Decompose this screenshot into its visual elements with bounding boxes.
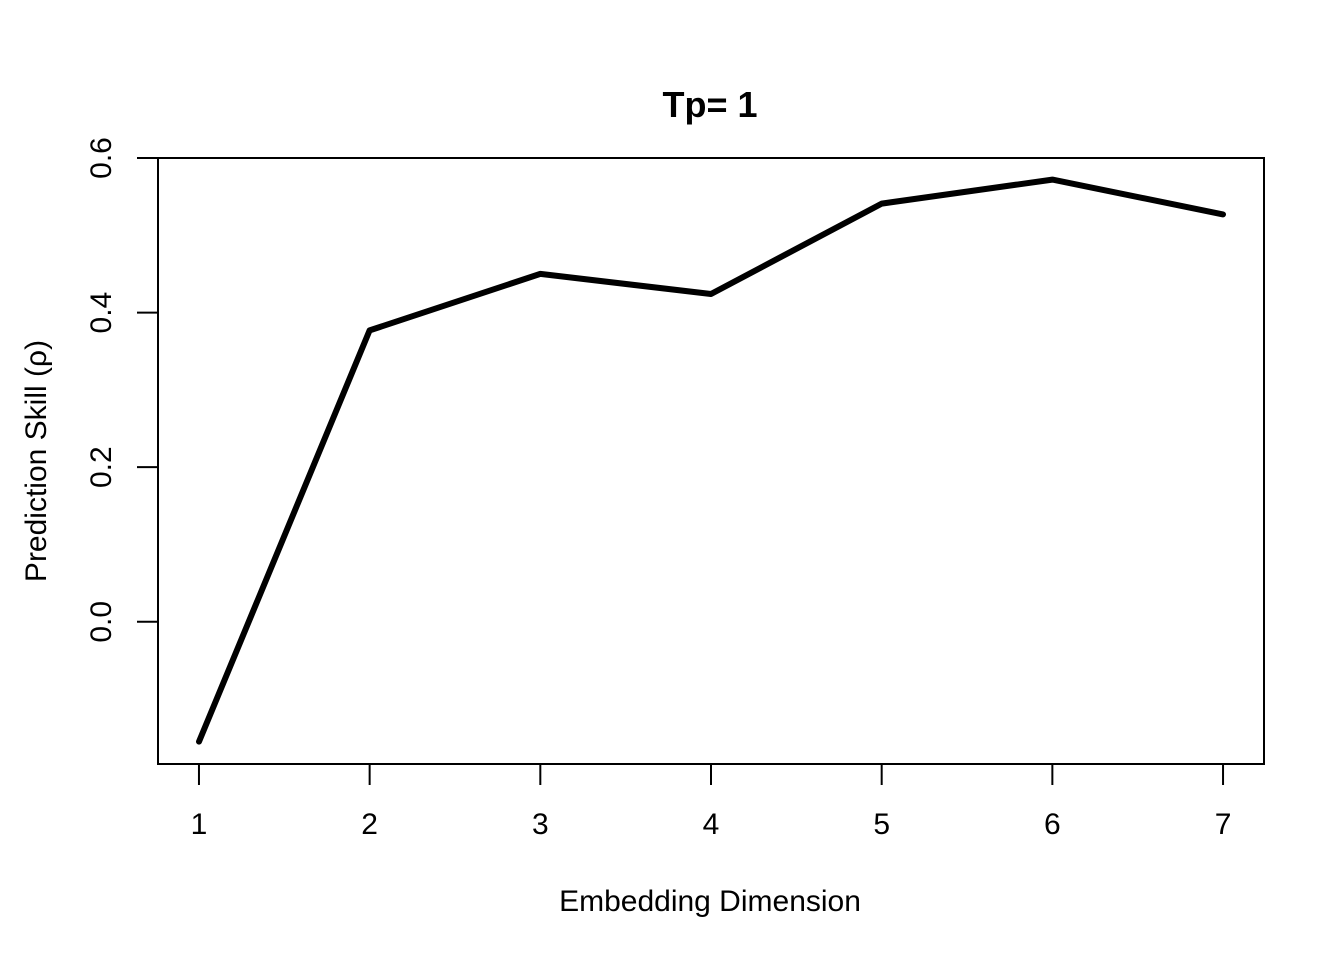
x-tick-label: 2 — [361, 808, 378, 841]
x-tick-label: 3 — [532, 808, 549, 841]
chart-title: Tp= 1 — [662, 84, 757, 125]
x-axis: 1 2 3 4 5 6 7 — [191, 763, 1232, 841]
y-tick-label: 0.2 — [85, 446, 118, 488]
y-tick-label: 0.6 — [85, 137, 118, 179]
series-line — [196, 176, 1226, 745]
y-axis-label: Prediction Skill (ρ) — [20, 340, 53, 582]
x-axis-label: Embedding Dimension — [559, 885, 861, 918]
x-tick-label: 5 — [873, 808, 890, 841]
y-axis: 0.0 0.2 0.4 0.6 — [85, 137, 159, 643]
y-tick-label: 0.4 — [85, 292, 118, 334]
series-layer — [196, 176, 1226, 745]
x-tick-label: 4 — [703, 808, 720, 841]
x-tick-label: 7 — [1215, 808, 1232, 841]
y-tick-label: 0.0 — [85, 601, 118, 643]
plot-frame — [157, 157, 1265, 765]
x-tick-label: 6 — [1044, 808, 1061, 841]
x-tick-label: 1 — [191, 808, 208, 841]
